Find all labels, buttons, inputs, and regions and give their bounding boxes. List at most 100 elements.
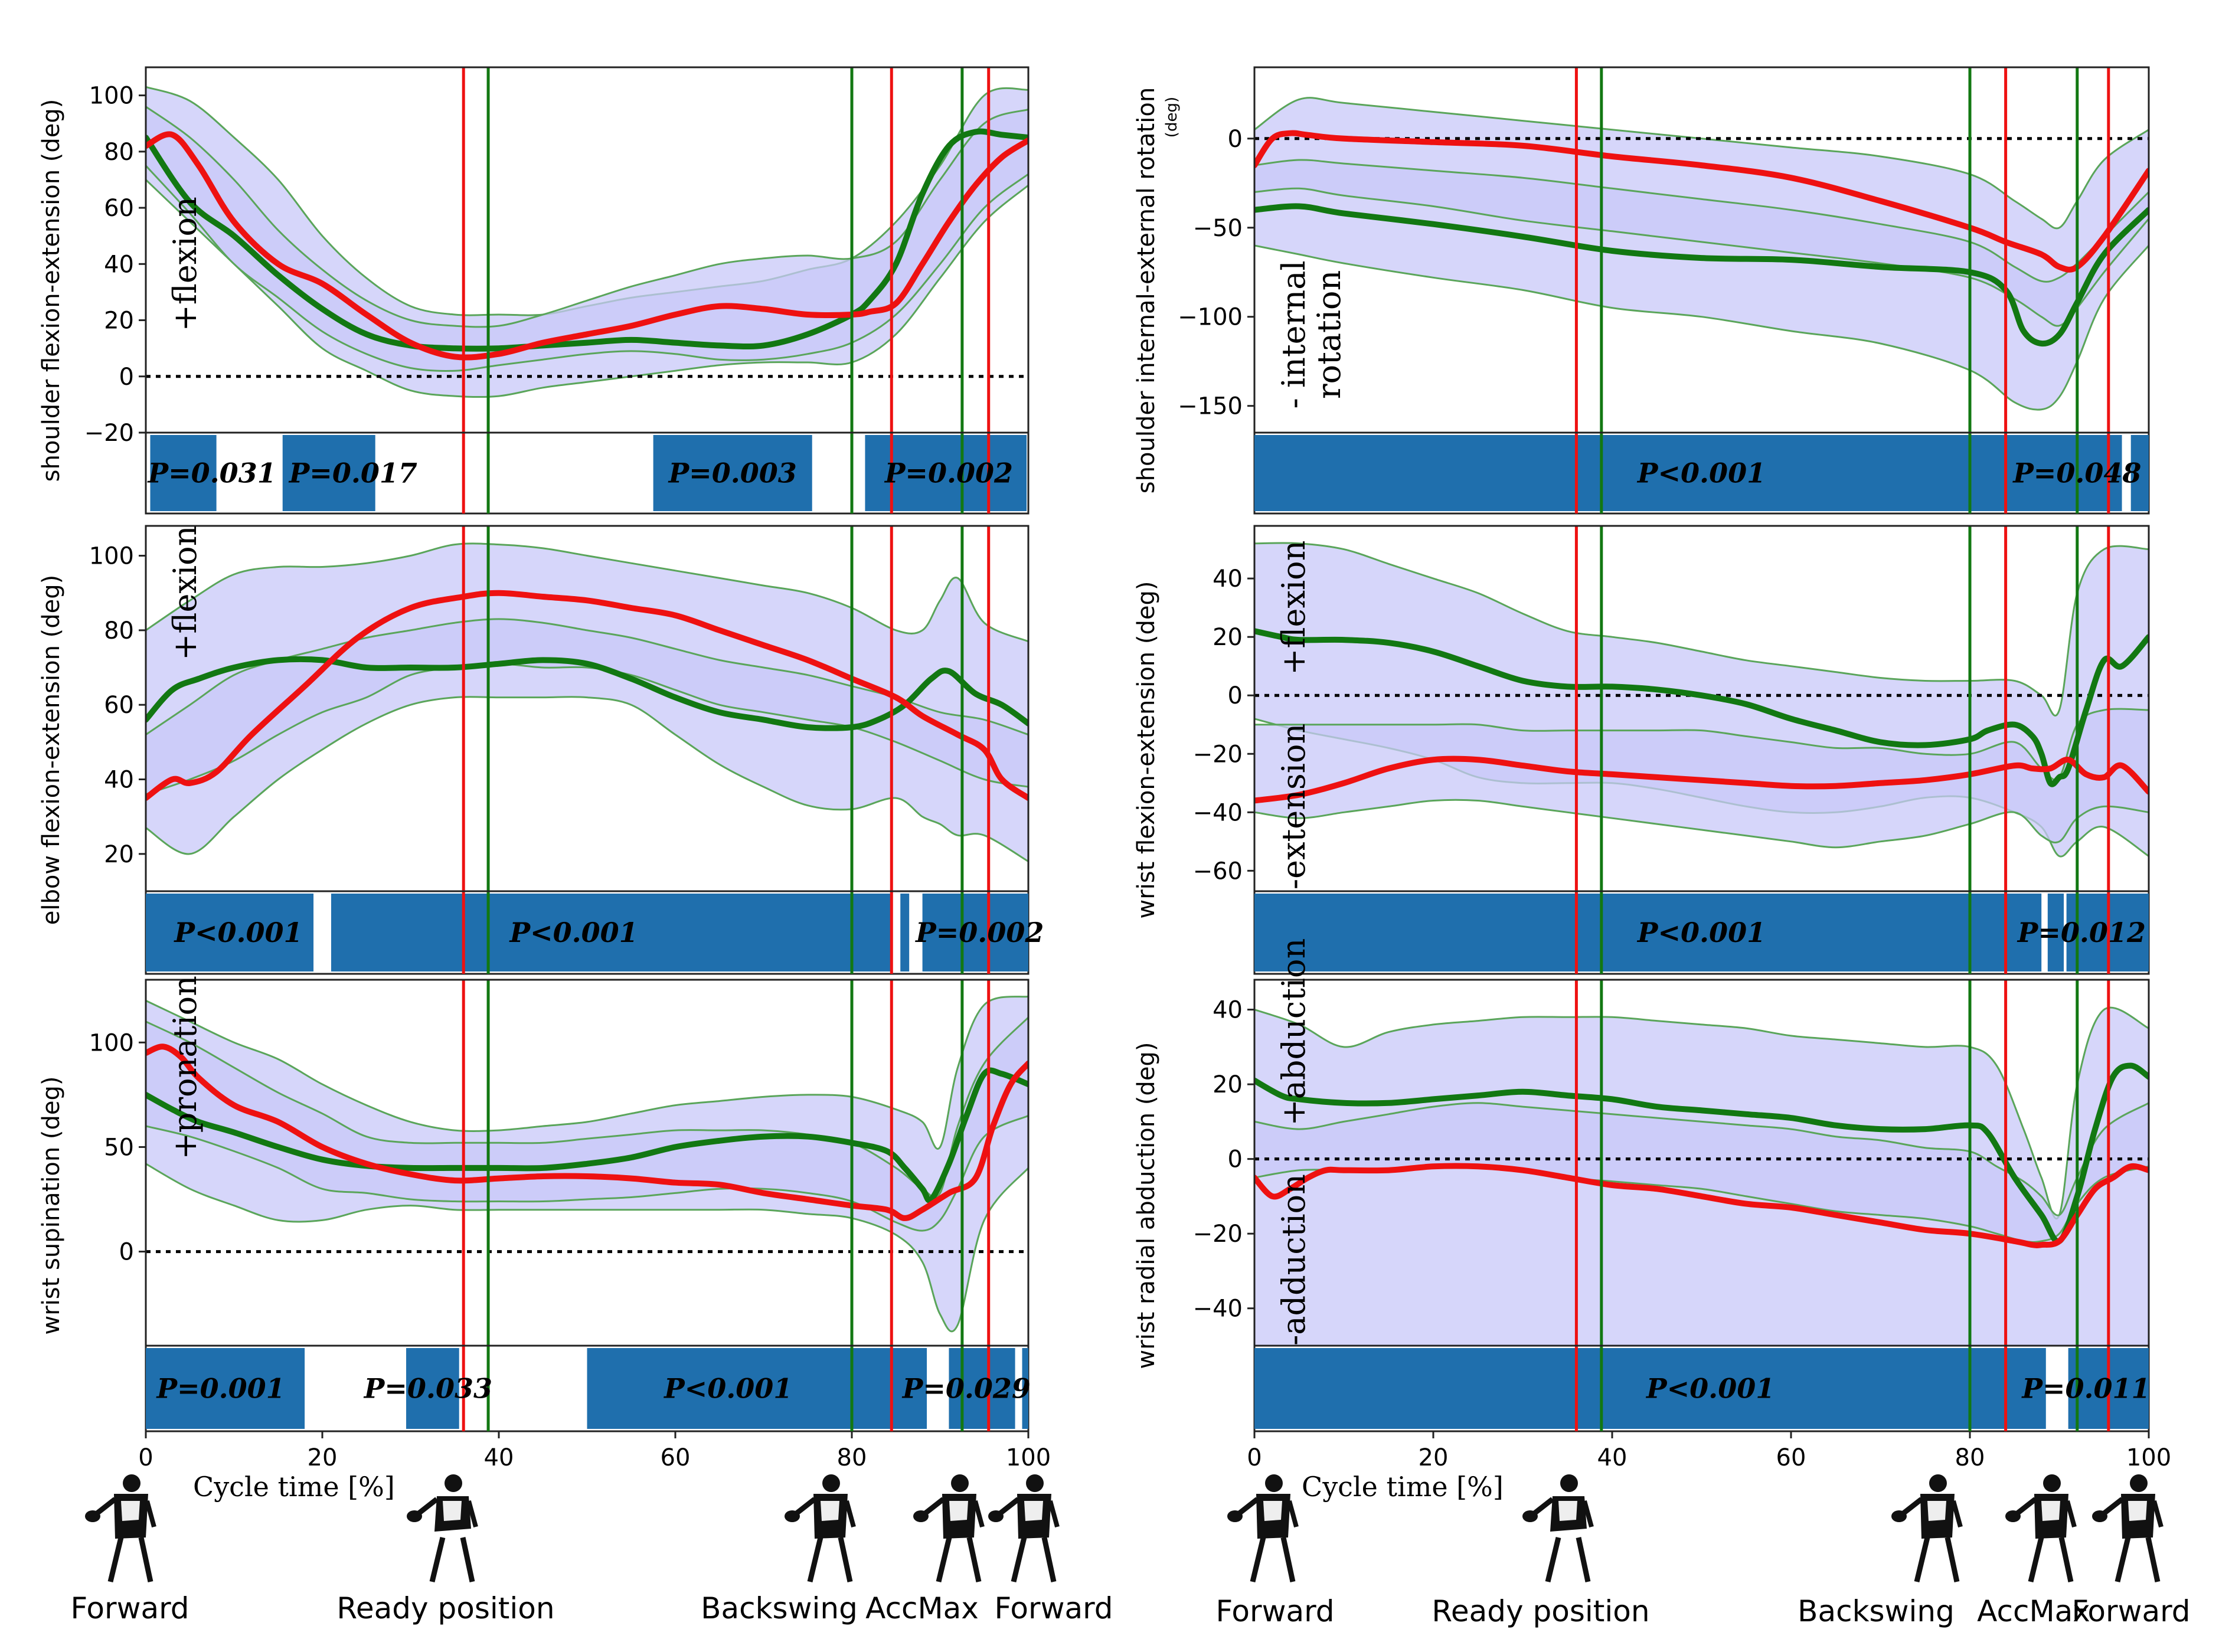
player-leg [966,1537,982,1582]
player-leg [138,1537,153,1582]
player-arm [1951,1500,1963,1528]
y-tick-label: −100 [1178,304,1243,331]
player-shirt [821,1501,839,1521]
player-arm [923,1497,945,1516]
pvalue-label: P<0.001 [1645,1373,1774,1405]
y-tick-label: 0 [119,1239,134,1266]
player-arm [1901,1497,1923,1516]
significance-bar [146,894,314,971]
paddle-icon [2005,1510,2021,1522]
x-tick-label: 0 [1247,1444,1262,1471]
sd-band-2 [146,1016,1028,1232]
pvalue-label: P=0.011 [2021,1373,2150,1405]
direction-annotation: +flexion [166,526,204,660]
player-arm [1237,1497,1259,1516]
plot-frame [145,66,1030,434]
green-mean-line [146,128,1028,352]
significance-bar [331,894,892,971]
y-axis-label: shoulder internal-external rotation [1133,87,1160,493]
direction-annotation: +abduction [1275,938,1312,1126]
red-mean-line [146,1043,1028,1221]
x-tick-label: 40 [1597,1444,1628,1471]
direction-annotation: +flexion [166,197,204,331]
player-head [1026,1474,1044,1492]
player-shirt [2041,1501,2060,1521]
y-tick-label: 80 [104,617,134,645]
y-tick-label: 0 [1228,1146,1243,1173]
sd-band-1 [1254,97,2149,411]
direction-annotation: +flexion [1275,541,1312,675]
player-figure-left-3 [913,1474,985,1583]
x-tick-label: 60 [1776,1444,1806,1471]
player-leg [1945,1537,1960,1582]
player-arm [1532,1497,1554,1516]
pvalue-label: P=0.029 [901,1373,1031,1405]
player-head [445,1474,462,1492]
y-axis-label: wrist flexion-extension (deg) [1133,581,1160,919]
pvalue-label: P=0.048 [2012,457,2141,489]
plot-area-wra [1254,1006,2149,1346]
player-shirt [121,1501,140,1521]
y-axis-label: shoulder flexion-extension (deg) [38,99,65,482]
significance-bar [587,1348,927,1429]
player-arm [2015,1497,2037,1516]
player-leg [429,1536,446,1583]
y-tick-label: 0 [1228,126,1243,153]
paddle-icon [913,1510,929,1522]
plot-frame [1253,525,2150,892]
significance-bar [150,435,217,511]
player-leg [1914,1536,1930,1583]
plot-frame [145,979,1030,1347]
plot-area-efe [146,542,1028,863]
player-leg [460,1537,475,1582]
significance-bar [653,435,812,511]
player-arm [2152,1500,2164,1528]
y-tick-label: 40 [1213,565,1243,593]
player-shirt [1024,1501,1043,1521]
x-tick-label: 0 [138,1444,153,1471]
significance-bar [949,1348,1015,1429]
player-head [2043,1474,2061,1492]
phase-label: Ready position [336,1591,554,1625]
paddle-icon [785,1510,800,1522]
significance-bar [1254,894,2042,971]
y-tick-label: −150 [1178,393,1243,420]
phase-label: Backswing [701,1591,858,1625]
red-mean-line [146,590,1028,802]
player-head [123,1474,140,1492]
x-tick-label: 20 [308,1444,338,1471]
y-axis-label: wrist radial abduction (deg) [1133,1042,1160,1369]
x-tick-label: 80 [1955,1444,1985,1471]
pvalue-label: P=0.031 [147,457,276,489]
player-leg [1011,1536,1027,1583]
pvalue-label: P=0.001 [155,1373,285,1405]
y-tick-label: 20 [1213,624,1243,651]
significance-bar [2047,894,2064,971]
sd-band-1 [146,542,1028,863]
y-tick-label: 40 [104,251,134,278]
pvalue-label: P<0.001 [173,917,302,948]
player-figure-right-3 [2005,1474,2077,1583]
plot-frame [1253,66,2150,434]
player-figure-right-2 [1891,1474,1963,1583]
player-shirt [1927,1501,1946,1521]
player-head [2130,1474,2148,1492]
y-tick-label: 60 [104,195,134,222]
player-head [951,1474,969,1492]
pvalue-label: P=0.003 [668,457,797,489]
y-tick-label: −50 [1193,215,1243,242]
y-tick-label: 60 [104,692,134,719]
y-tick-label: −20 [1193,1221,1243,1248]
significance-bar [406,1348,459,1429]
y-tick-label: 20 [104,307,134,335]
phase-label: Forward [70,1591,189,1625]
player-leg [1041,1537,1057,1582]
green-mean-line [146,656,1028,731]
player-arm [973,1500,985,1528]
player-leg [107,1536,124,1583]
paddle-icon [85,1510,100,1522]
player-head [822,1474,840,1492]
player-shirt [443,1501,462,1521]
player-arm [844,1500,856,1528]
